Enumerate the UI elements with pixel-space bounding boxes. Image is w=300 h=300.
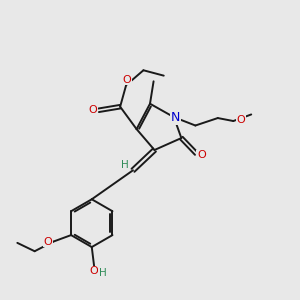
Text: H: H [99, 268, 106, 278]
Text: O: O [236, 116, 245, 125]
Text: O: O [44, 237, 52, 247]
Text: H: H [121, 160, 128, 170]
Text: O: O [122, 75, 131, 85]
Text: O: O [88, 105, 97, 115]
Text: O: O [197, 150, 206, 160]
Text: O: O [89, 266, 98, 276]
Text: N: N [171, 111, 180, 124]
